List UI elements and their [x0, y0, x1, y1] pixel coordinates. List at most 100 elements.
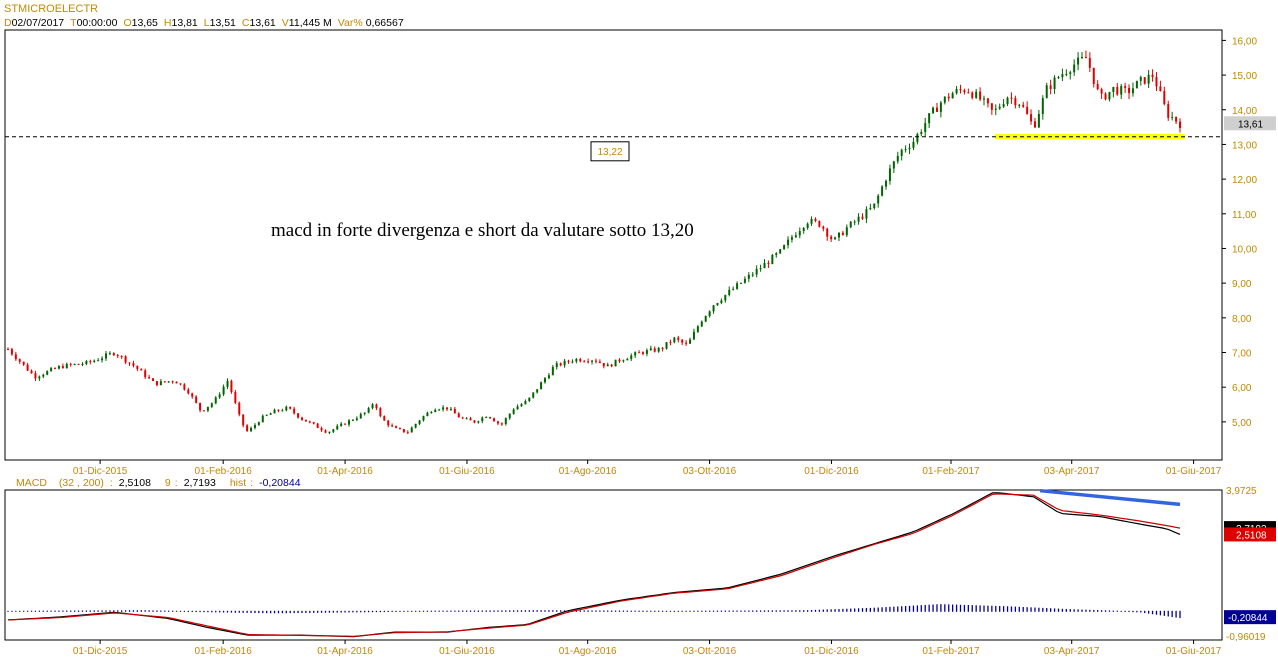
candle-body [210, 403, 213, 407]
candle-body [316, 423, 319, 428]
candle-body [512, 409, 515, 414]
var-value: 0,66567 [366, 17, 404, 29]
candle-body [857, 216, 860, 222]
candle-body [571, 361, 574, 363]
candle-body [1010, 97, 1013, 99]
candle-body [214, 397, 217, 404]
candle-body [101, 358, 104, 361]
candle-body [93, 360, 96, 362]
candle-body [1041, 98, 1044, 114]
candle-body [257, 422, 260, 425]
volume-label: V [282, 17, 289, 29]
candle-body [1175, 116, 1178, 122]
date-tick-label: 03-Apr-2017 [1044, 646, 1100, 657]
candle-body [971, 92, 974, 98]
candle-body [634, 352, 637, 356]
macd-legend: MACD (32 , 200):2,5108 9:2,7193 hist: -0,208… [16, 477, 301, 489]
candle-body [1053, 77, 1056, 90]
date-tick-label: 01-Ago-2016 [559, 466, 617, 477]
candle-body [242, 414, 245, 426]
candle-body [297, 413, 300, 418]
date-tick-label: 01-Ago-2016 [559, 646, 617, 657]
candle-body [1018, 104, 1021, 106]
candle-body [50, 368, 53, 372]
candle-body [696, 326, 699, 332]
candle-body [598, 361, 601, 363]
candle-body [449, 408, 452, 410]
candle-body [881, 186, 884, 196]
candle-body [677, 337, 680, 340]
time-label: T [70, 17, 77, 29]
candle-body [626, 359, 629, 361]
candle-body [1104, 93, 1107, 100]
candle-body [175, 381, 178, 384]
macd-legend-params: (32 , 200) [59, 477, 104, 489]
candle-body [261, 415, 264, 423]
candle-body [199, 402, 202, 411]
candle-body [861, 216, 864, 219]
open-label: O [123, 17, 131, 29]
candle-body [375, 404, 378, 409]
candle-body [692, 331, 695, 340]
candle-body [116, 355, 119, 357]
candle-body [202, 410, 205, 412]
candle-body [187, 389, 190, 394]
candle-body [575, 359, 578, 362]
candle-body [250, 427, 253, 432]
date-tick-label: 01-Apr-2016 [317, 646, 373, 657]
candle-body [645, 350, 648, 354]
candle-body [1006, 97, 1009, 105]
candle-body [18, 359, 21, 362]
candle-body [383, 416, 386, 421]
candle-body [767, 263, 770, 265]
candle-body [179, 383, 182, 385]
candle-body [567, 360, 570, 362]
candle-body [547, 375, 550, 379]
candle-body [246, 425, 249, 432]
candle-body [806, 223, 809, 228]
candle-body [728, 289, 731, 295]
candle-body [344, 423, 347, 425]
candle-body [928, 113, 931, 124]
candle-body [1022, 104, 1025, 107]
symbol-title: STMICROELECTR [4, 3, 98, 15]
candle-body [771, 255, 774, 265]
candle-body [1088, 58, 1091, 68]
candle-body [924, 123, 927, 133]
candle-body [779, 249, 782, 254]
price-y-tick-label: 11,00 [1232, 210, 1257, 221]
candle-body [238, 402, 241, 415]
candle-body [943, 96, 946, 103]
candle-body [528, 397, 531, 402]
candle-body [708, 311, 711, 317]
candle-body [348, 420, 351, 425]
candle-body [739, 282, 742, 284]
candle-body [606, 364, 609, 367]
candle-body [1139, 77, 1142, 81]
candle-body [814, 218, 817, 221]
candle-body [289, 406, 292, 409]
candle-body [947, 96, 950, 99]
date-tick-label: 01-Feb-2017 [922, 466, 980, 477]
candle-body [873, 203, 876, 209]
candle-body [367, 408, 370, 413]
last-price-label: 13,61 [1238, 119, 1263, 130]
candle-body [900, 149, 903, 156]
price-y-tick-label: 14,00 [1232, 106, 1257, 117]
candle-body [1026, 106, 1029, 115]
candle-body [661, 347, 664, 349]
candle-body [618, 359, 621, 362]
candle-body [641, 352, 644, 354]
candle-body [1037, 113, 1040, 128]
candle-body [414, 423, 417, 428]
candle-body [30, 370, 33, 374]
candle-body [473, 420, 476, 423]
candle-body [446, 407, 449, 410]
candle-body [587, 361, 590, 363]
candle-body [89, 360, 92, 362]
candle-body [520, 404, 523, 407]
candle-body [610, 364, 613, 367]
candle-body [775, 253, 778, 256]
candle-body [841, 232, 844, 236]
